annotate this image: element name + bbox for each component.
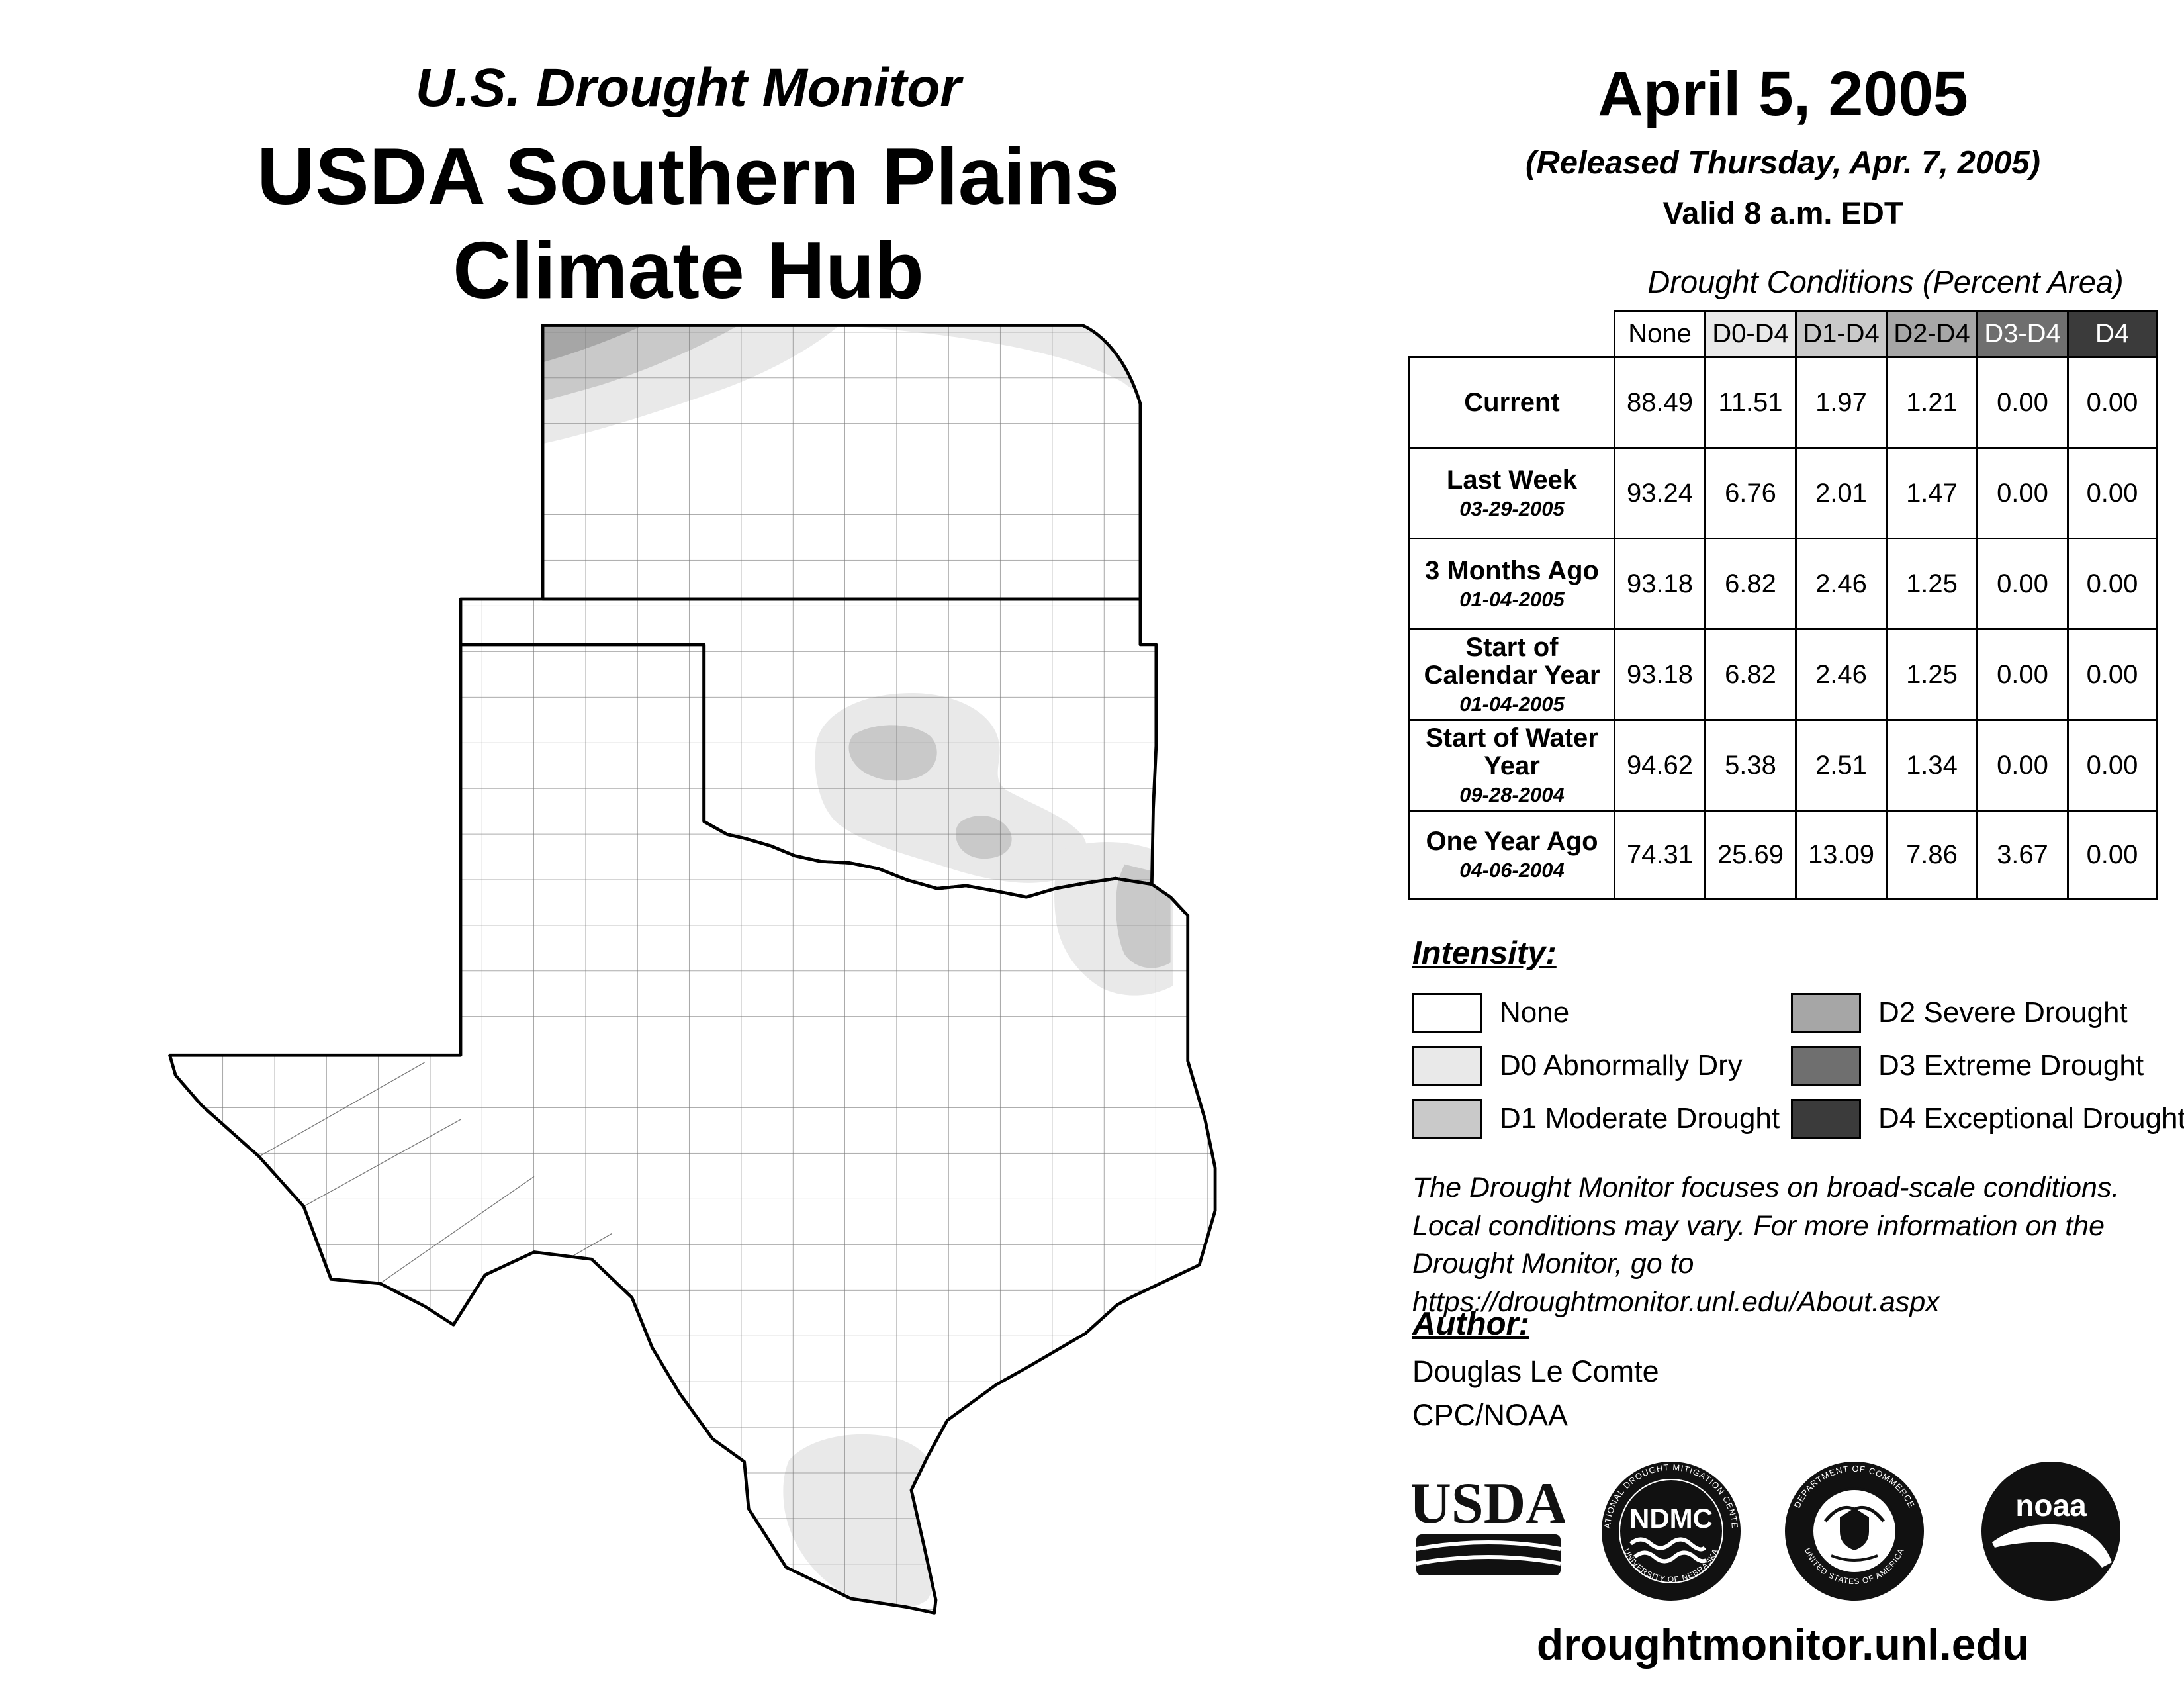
usda-logo-text: USDA xyxy=(1412,1474,1565,1536)
cell-scy-none: 93.18 xyxy=(1614,628,1704,719)
texas-outline xyxy=(168,643,1217,1615)
drought-conditions-table: None D0-D4 D1-D4 D2-D4 D3-D4 D4 Current … xyxy=(1408,310,2158,900)
ndmc-logo: NATIONAL DROUGHT MITIGATION CENTER UNIVE… xyxy=(1597,1450,1745,1608)
kansas-counties xyxy=(543,325,1140,599)
cell-3mo-d2: 1.25 xyxy=(1886,538,1976,628)
released-date: (Released Thursday, Apr. 7, 2005) xyxy=(1525,145,2040,181)
cell-current-d4: 0.00 xyxy=(2067,356,2158,447)
kansas-outline xyxy=(541,324,1142,601)
cell-swy-d1: 2.51 xyxy=(1795,719,1886,810)
ndmc-logo-text: NDMC xyxy=(1629,1503,1713,1534)
table-title: Drought Conditions (Percent Area) xyxy=(1647,264,2124,299)
cell-swy-d3: 0.00 xyxy=(1976,719,2067,810)
oklahoma-counties xyxy=(461,599,1156,898)
usda-logo: USDA xyxy=(1409,1472,1568,1589)
west-texas-county-lines xyxy=(259,1062,612,1325)
site-url: droughtmonitor.unl.edu xyxy=(1536,1620,2030,1669)
cell-1yr-none: 74.31 xyxy=(1614,810,1704,900)
cell-current-d3: 0.00 xyxy=(1976,356,2067,447)
cell-lastweek-d3: 0.00 xyxy=(1976,447,2067,538)
cell-3mo-d4: 0.00 xyxy=(2067,538,2158,628)
valid-time: Valid 8 a.m. EDT xyxy=(1662,195,1903,230)
legend-item-d2: D2 Severe Drought xyxy=(1791,993,2128,1033)
county-grid-layer xyxy=(169,325,1216,1613)
cell-current-d1: 1.97 xyxy=(1795,356,1886,447)
cell-lastweek-d0: 6.76 xyxy=(1704,447,1795,538)
cell-3mo-none: 93.18 xyxy=(1614,538,1704,628)
legend-swatch-d4 xyxy=(1791,1099,1861,1139)
legend-item-none: None xyxy=(1412,993,1569,1033)
table-corner-cell xyxy=(1408,310,1614,356)
row-label-start-water-year: Start of Water Year 09-28-2004 xyxy=(1408,719,1614,810)
author-heading: Author: xyxy=(1412,1306,1529,1342)
legend-item-d4: D4 Exceptional Drought xyxy=(1791,1099,2184,1139)
cell-3mo-d0: 6.82 xyxy=(1704,538,1795,628)
row-label-3-months-ago: 3 Months Ago 01-04-2005 xyxy=(1408,538,1614,628)
col-header-d1-d4: D1-D4 xyxy=(1795,310,1886,356)
cell-current-d0: 11.51 xyxy=(1704,356,1795,447)
author-name: Douglas Le Comte xyxy=(1412,1354,1659,1388)
cell-lastweek-d1: 2.01 xyxy=(1795,447,1886,538)
col-header-d4: D4 xyxy=(2067,310,2158,356)
hub-title-line1: USDA Southern Plains xyxy=(257,131,1120,221)
cell-3mo-d3: 0.00 xyxy=(1976,538,2067,628)
monitor-title: U.S. Drought Monitor xyxy=(415,58,962,118)
row-label-current: Current xyxy=(1408,356,1614,447)
drought-map xyxy=(165,321,1231,1618)
cell-swy-none: 94.62 xyxy=(1614,719,1704,810)
legend-item-d1: D1 Moderate Drought xyxy=(1412,1099,1780,1139)
cell-1yr-d3: 3.67 xyxy=(1976,810,2067,900)
col-header-none: None xyxy=(1614,310,1704,356)
cell-1yr-d1: 13.09 xyxy=(1795,810,1886,900)
disclaimer-text: The Drought Monitor focuses on broad-sca… xyxy=(1412,1172,2120,1318)
row-label-start-calendar-year: Start of Calendar Year 01-04-2005 xyxy=(1408,628,1614,719)
hub-title-line2: Climate Hub xyxy=(453,224,924,315)
drought-map-svg xyxy=(168,324,1217,1615)
intensity-heading: Intensity: xyxy=(1412,935,1557,971)
cell-lastweek-none: 93.24 xyxy=(1614,447,1704,538)
cell-scy-d1: 2.46 xyxy=(1795,628,1886,719)
cell-3mo-d1: 2.46 xyxy=(1795,538,1886,628)
cell-lastweek-d4: 0.00 xyxy=(2067,447,2158,538)
col-header-d0-d4: D0-D4 xyxy=(1704,310,1795,356)
legend-item-d3: D3 Extreme Drought xyxy=(1791,1046,2144,1086)
cell-lastweek-d2: 1.47 xyxy=(1886,447,1976,538)
cell-swy-d0: 5.38 xyxy=(1704,719,1795,810)
cell-1yr-d4: 0.00 xyxy=(2067,810,2158,900)
col-header-d2-d4: D2-D4 xyxy=(1886,310,1976,356)
commerce-shield-emblem xyxy=(1840,1508,1869,1550)
cell-scy-d0: 6.82 xyxy=(1704,628,1795,719)
author-org: CPC/NOAA xyxy=(1412,1398,1569,1432)
legend-swatch-d0 xyxy=(1412,1046,1482,1086)
row-label-one-year-ago: One Year Ago 04-06-2004 xyxy=(1408,810,1614,900)
cell-1yr-d2: 7.86 xyxy=(1886,810,1976,900)
cell-swy-d2: 1.34 xyxy=(1886,719,1976,810)
legend-swatch-d3 xyxy=(1791,1046,1861,1086)
cell-scy-d3: 0.00 xyxy=(1976,628,2067,719)
noaa-logo-text: noaa xyxy=(2015,1488,2087,1523)
legend-swatch-none xyxy=(1412,993,1482,1033)
hub-title: USDA Southern Plains Climate Hub xyxy=(106,130,1271,317)
row-label-last-week: Last Week 03-29-2005 xyxy=(1408,447,1614,538)
legend-item-d0: D0 Abnormally Dry xyxy=(1412,1046,1743,1086)
cell-current-d2: 1.21 xyxy=(1886,356,1976,447)
cell-1yr-d0: 25.69 xyxy=(1704,810,1795,900)
map-date: April 5, 2005 xyxy=(1598,59,1968,129)
cell-current-none: 88.49 xyxy=(1614,356,1704,447)
cell-scy-d4: 0.00 xyxy=(2067,628,2158,719)
col-header-d3-d4: D3-D4 xyxy=(1976,310,2067,356)
cell-scy-d2: 1.25 xyxy=(1886,628,1976,719)
noaa-logo: noaa xyxy=(1978,1458,2124,1608)
texas-counties xyxy=(169,644,1216,1613)
cell-swy-d4: 0.00 xyxy=(2067,719,2158,810)
legend-swatch-d1 xyxy=(1412,1099,1482,1139)
commerce-logo: DEPARTMENT OF COMMERCE UNITED STATES OF … xyxy=(1781,1458,1928,1608)
ndmc-logo-circle xyxy=(1602,1462,1741,1601)
state-outline-layer xyxy=(168,324,1217,1615)
legend-swatch-d2 xyxy=(1791,993,1861,1033)
noaa-swoosh xyxy=(1992,1524,2112,1568)
